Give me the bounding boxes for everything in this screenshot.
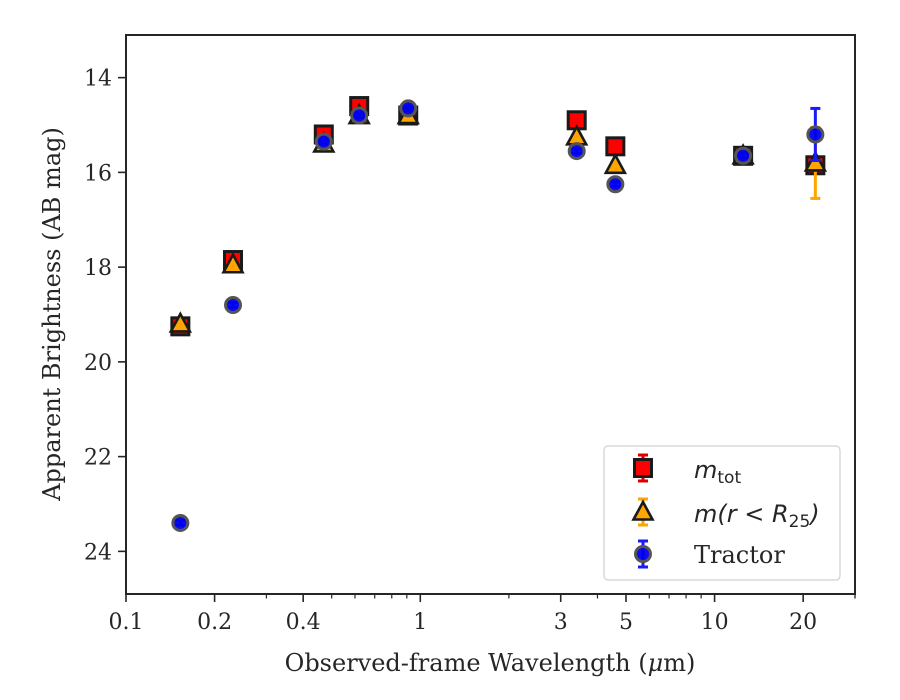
y-tick-label: 24	[84, 540, 112, 565]
legend-marker-circle	[634, 545, 652, 563]
x-tick-label: 3	[554, 610, 568, 635]
legend-label-tractor: Tractor	[694, 541, 785, 569]
y-axis-label: Apparent Brightness (AB mag)	[38, 127, 66, 502]
x-tick-label: 5	[619, 610, 633, 635]
axis-tick-labels: 0.1 0.2 0.4 1 3 5 10 20 14 16 18 20 22 24	[84, 67, 817, 635]
data-point-triangle	[168, 311, 193, 333]
x-tick-label: 0.1	[109, 610, 144, 635]
legend: mtot m(r < R25) Tractor	[603, 445, 841, 581]
y-tick-label: 14	[84, 67, 112, 92]
data-point-circle	[734, 146, 753, 165]
y-tick-label: 16	[84, 161, 112, 186]
data-point-triangle	[603, 152, 628, 175]
x-axis-label: Observed-frame Wavelength (μm)	[285, 649, 696, 677]
data-point-circle	[806, 125, 825, 144]
legend-marker-triangle	[631, 499, 655, 521]
data-point-triangle	[221, 252, 245, 274]
data-point-circle	[399, 99, 418, 118]
data-point-circle	[567, 142, 586, 161]
legend-box	[603, 445, 841, 581]
x-tick-label: 0.4	[286, 610, 321, 635]
y-tick-label: 22	[84, 446, 112, 471]
legend-marker-square	[633, 458, 653, 478]
legend-markers	[631, 453, 655, 569]
data-markers	[168, 96, 828, 532]
data-point-circle	[171, 513, 190, 532]
legend-label-m-r25: m(r < R25)	[694, 500, 820, 532]
x-tick-label: 10	[701, 610, 729, 635]
data-point-circle	[350, 106, 369, 125]
x-tick-label: 1	[413, 610, 427, 635]
series-2	[171, 99, 825, 532]
y-tick-label: 20	[84, 351, 112, 376]
data-point-circle	[314, 132, 333, 151]
y-tick-label: 18	[84, 256, 112, 281]
plot-frame	[125, 34, 856, 595]
data-point-circle	[224, 296, 243, 315]
data-point-circle	[606, 175, 625, 194]
data-point-square	[605, 136, 626, 157]
x-tick-label: 0.2	[197, 610, 232, 635]
x-tick-label: 20	[789, 610, 817, 635]
legend-label-m-tot: mtot	[694, 456, 741, 488]
